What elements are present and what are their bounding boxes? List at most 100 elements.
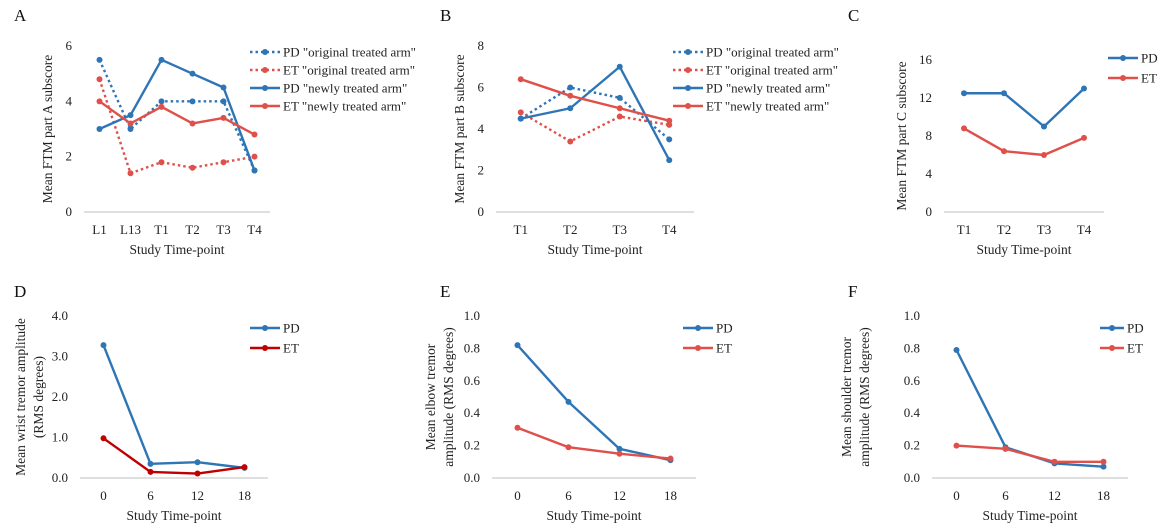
panel-c-data-point: [1041, 152, 1047, 158]
panel-e-data-point: [667, 455, 674, 462]
panel-a-xtick-label: T4: [247, 222, 262, 237]
panel-c-xtick-label: T4: [1077, 222, 1092, 237]
panel-c-legend-label: ET: [1141, 71, 1157, 86]
panel-e-ytick-label: 0.6: [464, 373, 481, 388]
panel-f-ytick-label: 1.0: [904, 308, 920, 323]
panel-a-legend-label: ET "newly treated arm": [283, 99, 406, 114]
panel-c-legend-marker: [1120, 75, 1126, 81]
panel-b-legend-label: ET "original treated arm": [706, 63, 838, 78]
panel-a-data-point: [158, 98, 165, 105]
panel-e-xtick-label: 12: [613, 488, 626, 503]
panel-label-a: A: [14, 6, 27, 25]
panel-e-y-axis-title: amplitude (RMS degrees): [441, 327, 456, 466]
panel-f-data-point: [1051, 458, 1058, 465]
panel-f-ytick-label: 0.8: [904, 340, 920, 355]
panel-d-series-line-0: [102, 344, 245, 470]
panel-b-data-point: [567, 84, 574, 91]
panel-d-data-point: [100, 435, 107, 442]
panel-b-legend-marker: [685, 49, 691, 55]
panel-a-legend-label: PD "newly treated arm": [283, 81, 407, 96]
panel-d-legend-marker: [262, 345, 268, 351]
panel-b-series-line-1: [520, 111, 670, 143]
panel-a-legend-marker: [262, 85, 268, 91]
panel-f-ytick-label: 0.0: [904, 470, 920, 485]
panel-e-xtick-label: 18: [664, 488, 677, 503]
panel-a-data-point: [189, 70, 196, 77]
panel-label-f: F: [848, 282, 858, 301]
panel-e-data-point: [616, 450, 623, 457]
panel-a-data-point: [220, 98, 227, 105]
panel-b-data-point: [517, 76, 524, 83]
panel-d-ytick-label: 4.0: [52, 308, 68, 323]
panel-e-data-point: [565, 398, 572, 405]
panel-b-legend-marker: [685, 67, 691, 73]
panel-a-ytick-label: 2: [66, 149, 73, 164]
panel-c-series-line-1: [963, 127, 1085, 157]
panel-a-legend-marker: [262, 49, 268, 55]
panel-a-y-axis-title: Mean FTM part A subscore: [40, 55, 55, 203]
panel-b-data-point: [666, 157, 673, 164]
panel-b-data-point: [616, 105, 623, 112]
panel-label-d: D: [14, 282, 27, 301]
panel-c-ytick-label: 4: [926, 166, 933, 181]
panel-c-xtick-label: T2: [997, 222, 1011, 237]
panel-a-xtick-label: L1: [92, 222, 106, 237]
panel-d-series-line-1: [102, 437, 245, 475]
panel-e-legend-label: PD: [716, 321, 733, 336]
panel-b-series-line-2: [520, 65, 671, 161]
panel-d-ytick-label: 2.0: [52, 389, 68, 404]
panel-f-xtick-label: 0: [953, 488, 960, 503]
panel-d-y-axis-title: (RMS degrees): [31, 356, 46, 438]
panel-c-data-point: [1041, 123, 1047, 130]
panel-e-xtick-label: 0: [514, 488, 521, 503]
panel-f-legend-marker: [1109, 325, 1115, 331]
panel-b-ytick-label: 0: [478, 204, 485, 219]
panel-c-ytick-label: 0: [926, 204, 933, 219]
panel-b-legend-marker: [685, 85, 691, 91]
panel-a-data-point: [251, 131, 258, 138]
panel-e-legend-marker: [695, 325, 701, 331]
panel-f-data-point: [1002, 445, 1009, 452]
panel-b-series-line-0: [520, 86, 671, 141]
panel-e-legend-label: ET: [716, 341, 732, 356]
panel-b-data-point: [666, 121, 673, 128]
panel-a-data-point: [127, 126, 134, 132]
panel-b-data-point: [616, 94, 623, 101]
panel-c-ytick-label: 16: [919, 52, 933, 67]
panel-a-data-point: [127, 120, 134, 127]
panel-a-ytick-label: 6: [66, 38, 73, 53]
panel-label-b: B: [440, 6, 452, 25]
panel-b-ytick-label: 4: [478, 121, 485, 136]
panel-f-data-point: [1100, 458, 1107, 465]
panel-b-ytick-label: 8: [478, 38, 485, 53]
panel-a-data-point: [96, 98, 103, 105]
panel-a-xtick-label: T3: [216, 222, 230, 237]
panel-f-x-axis-title: Study Time-point: [983, 508, 1078, 523]
panel-c-data-point: [1001, 148, 1007, 155]
panel-a-data-point: [189, 98, 196, 105]
panel-e-data-point: [616, 445, 623, 452]
panel-a-ytick-label: 0: [66, 204, 73, 219]
panel-e-ytick-label: 1.0: [464, 308, 480, 323]
panel-e-ytick-label: 0.4: [464, 405, 481, 420]
panel-c-ytick-label: 8: [926, 128, 933, 143]
panel-f-series-line-1: [956, 444, 1104, 463]
panel-a-data-point: [189, 164, 196, 171]
panel-b-data-point: [567, 138, 574, 145]
panel-d-legend-marker: [262, 325, 268, 331]
panel-b-xtick-label: T3: [613, 222, 627, 237]
panel-d-y-axis-title: Mean wrist tremor amplitude: [13, 318, 28, 476]
panel-e-data-point: [514, 342, 521, 349]
panel-c-ytick-label: 12: [919, 90, 932, 105]
panel-b-legend-label: ET "newly treated arm": [706, 99, 829, 114]
panel-b-data-point: [567, 92, 574, 99]
panel-e-ytick-label: 0.8: [464, 340, 480, 355]
panel-b-ytick-label: 6: [478, 80, 485, 95]
panel-b-series-line-3: [520, 78, 670, 122]
panel-a-ytick-label: 4: [66, 93, 73, 108]
panel-c-xtick-label: T1: [957, 222, 971, 237]
panel-a-series-line-1: [98, 78, 255, 175]
panel-c-y-axis-title: Mean FTM part C subscore: [894, 61, 909, 210]
